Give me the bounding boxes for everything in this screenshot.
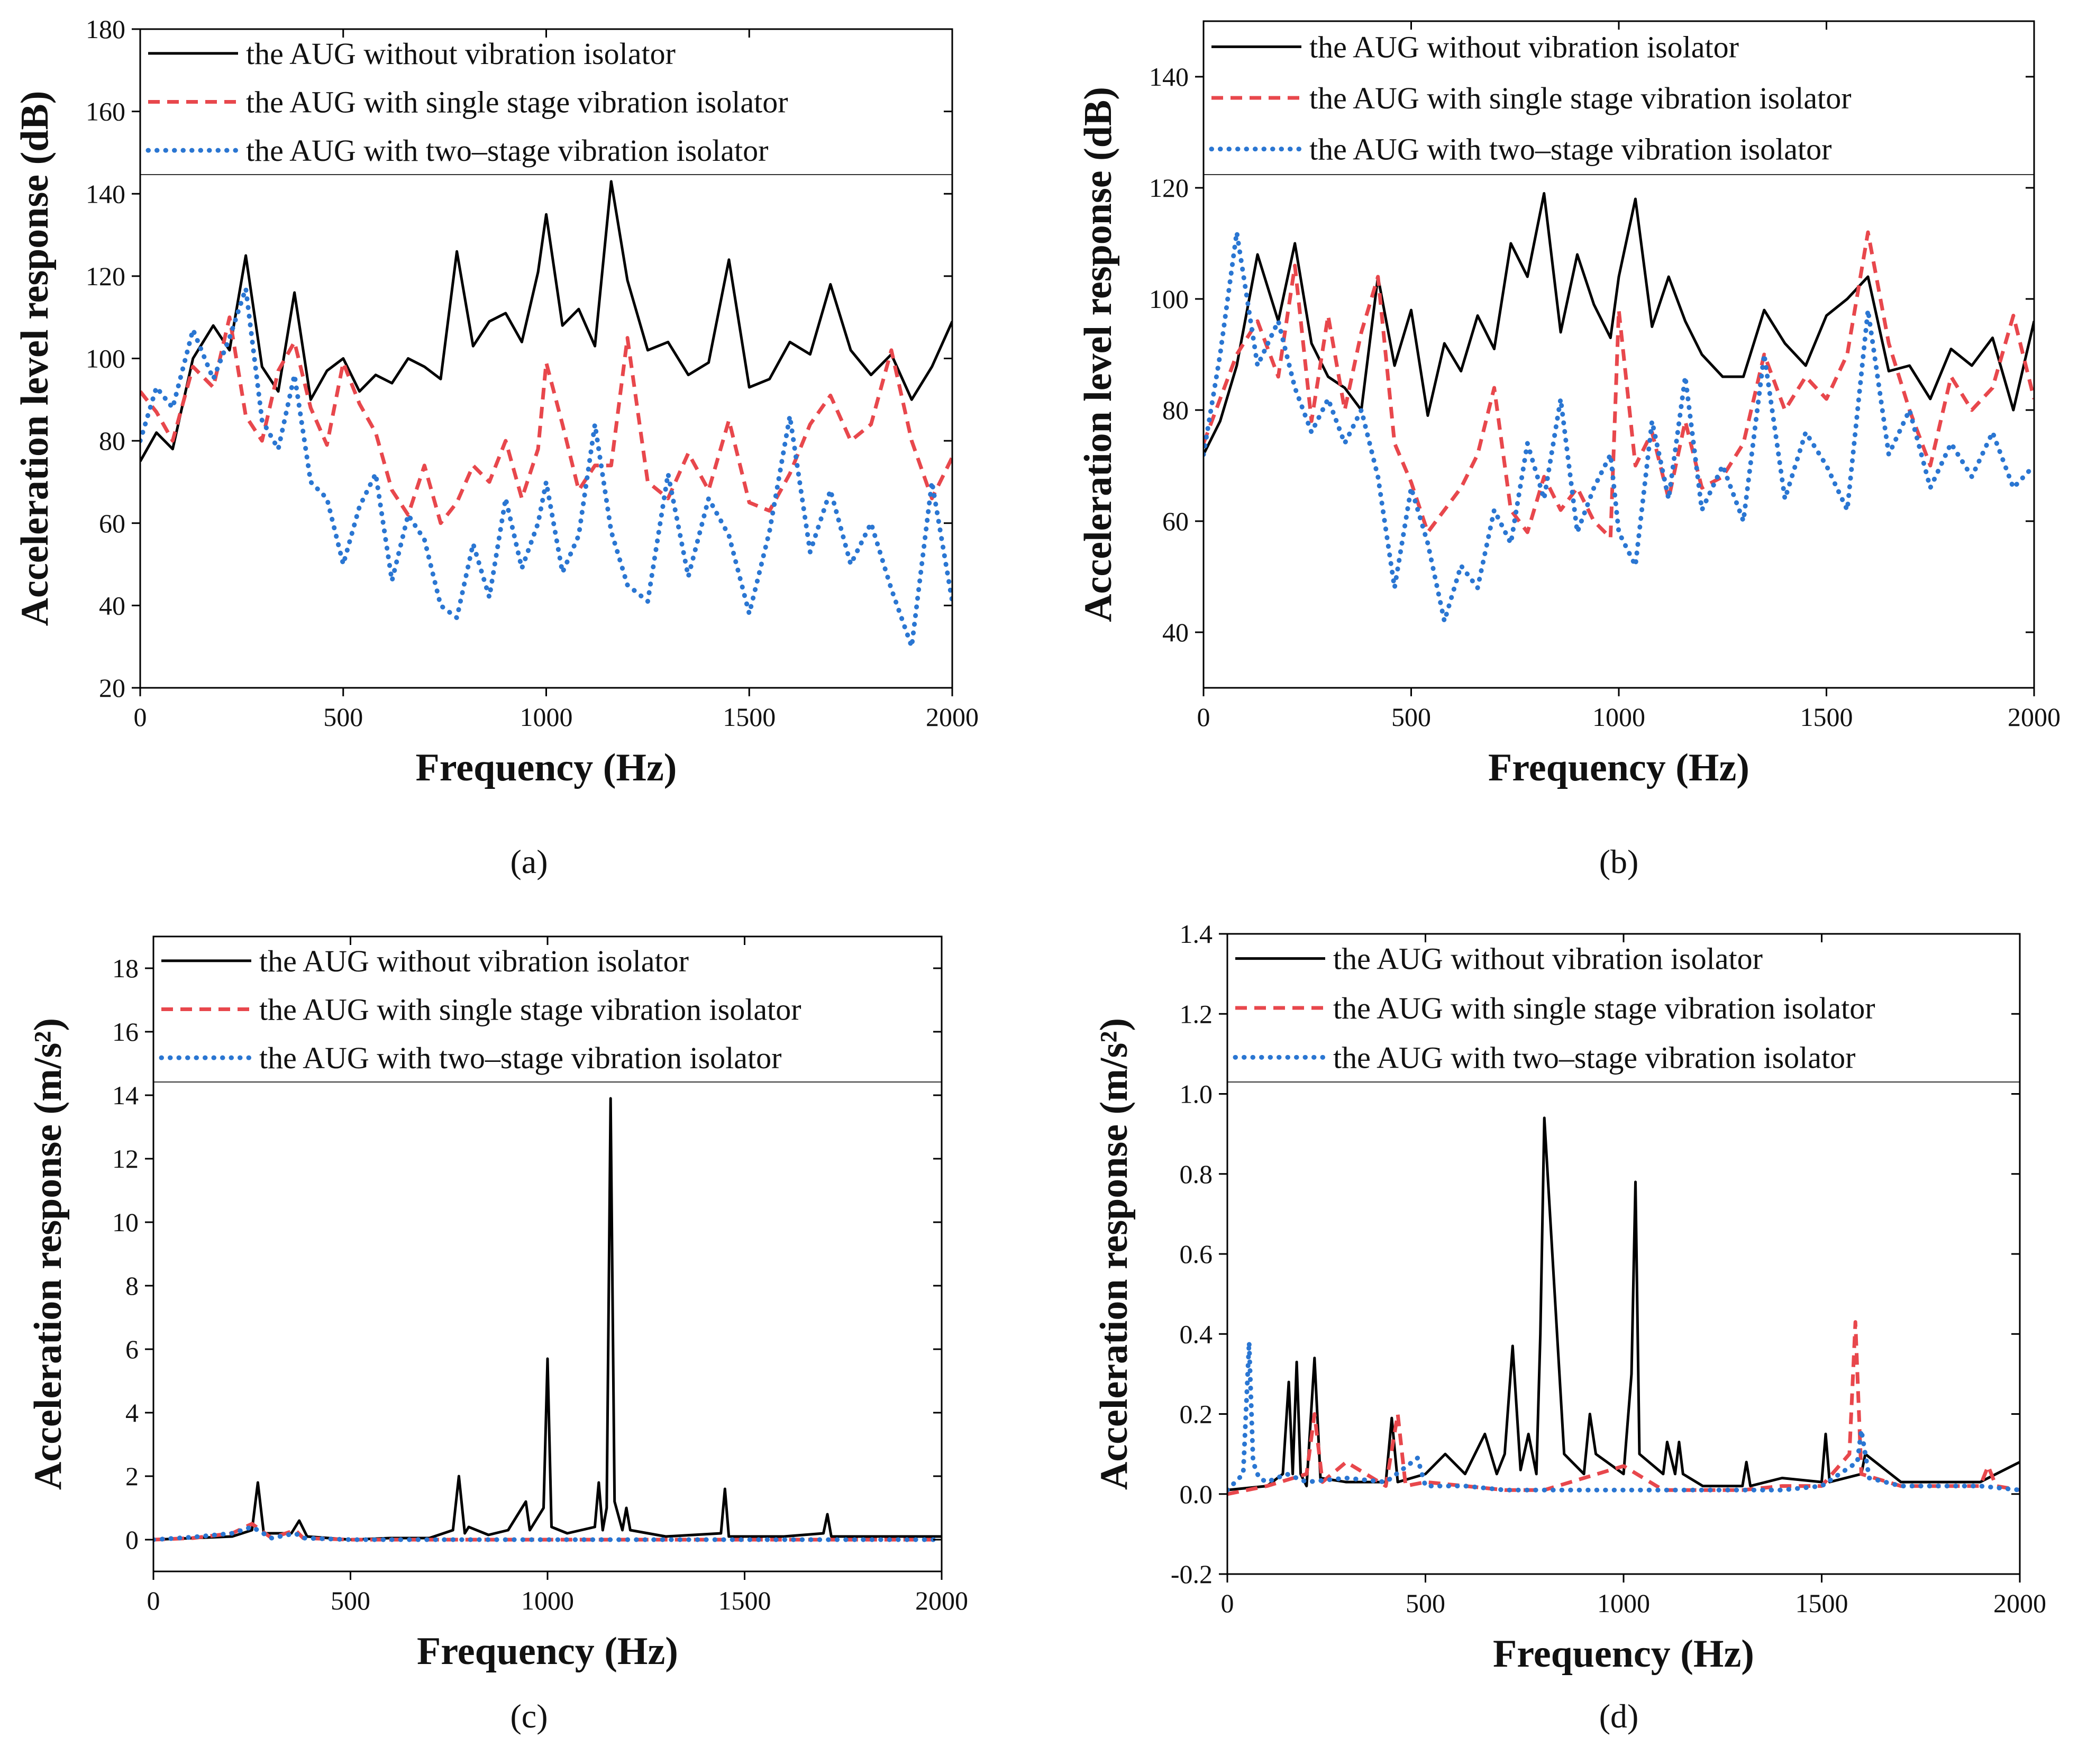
chart-panel-3: the AUG without vibration isolator the AU… [26,935,968,1735]
series-line-3 [153,1524,942,1542]
x-axis-title: Frequency (Hz) [1493,1632,1754,1676]
panel-label: (b) [1599,843,1639,880]
legend-label-3: the AUG with two–stage vibration isolato… [1309,132,1831,167]
y-tick-label: 10 [112,1207,139,1237]
panel-label: (a) [510,843,548,880]
x-tick-label: 1500 [723,702,776,732]
legend-label-3: the AUG with two–stage vibration isolato… [259,1041,781,1075]
legend-label-1: the AUG without vibration isolator [246,37,676,71]
y-tick-label: 6 [125,1334,139,1364]
x-tick-label: 1000 [521,1586,574,1615]
x-tick-label: 2000 [915,1586,968,1615]
y-tick-label: 40 [99,590,125,620]
y-tick-label: 180 [86,14,125,44]
series-line-2 [153,1522,942,1542]
x-tick-label: 2000 [926,702,979,732]
y-tick-label: 0.0 [1180,1479,1213,1509]
x-tick-label: 0 [1197,702,1210,732]
x-tick-label: 1500 [718,1586,771,1615]
y-tick-label: 16 [112,1017,139,1047]
series-line-1 [140,180,952,462]
y-axis-title: Acceleration level response (dB) [13,91,57,626]
y-tick-label: 140 [86,179,125,208]
series-line-3 [1204,230,2034,624]
y-tick-label: 60 [1162,506,1189,536]
y-tick-label: 0.4 [1180,1319,1213,1349]
y-axis-title: Acceleration response (m/s²) [1092,1018,1136,1490]
legend-box [1227,933,2020,1083]
y-tick-label: 100 [1149,284,1189,314]
y-tick-label: 80 [1162,395,1189,425]
y-tick-label: 40 [1162,617,1189,647]
y-tick-label: 14 [112,1080,139,1110]
series-line-1 [1227,1116,2020,1492]
x-axis-title: Frequency (Hz) [416,746,677,789]
x-axis-title: Frequency (Hz) [417,1630,678,1673]
series-line-3 [1227,1339,2020,1493]
legend-label-1: the AUG without vibration isolator [1309,30,1739,64]
x-tick-label: 500 [1391,702,1431,732]
legend-box [153,936,942,1083]
y-tick-label: 60 [99,508,125,538]
y-tick-label: 4 [125,1398,139,1427]
y-tick-label: 100 [86,344,125,374]
y-tick-label: 0.2 [1180,1399,1213,1429]
legend-label-2: the AUG with single stage vibration isol… [259,993,801,1027]
y-tick-label: 80 [99,426,125,456]
legend-label-1: the AUG without vibration isolator [259,944,689,978]
x-tick-label: 1000 [1597,1588,1650,1618]
y-tick-label: 0 [125,1525,139,1554]
legend-label-3: the AUG with two–stage vibration isolato… [246,133,768,168]
y-axis-title: Acceleration response (m/s²) [26,1018,70,1490]
series-line-3 [140,286,952,649]
y-axis-title: Acceleration level response (dB) [1077,87,1120,622]
x-tick-label: 0 [147,1586,160,1615]
chart-panel-2: the AUG without vibration isolator the AU… [1077,20,2061,880]
legend-box [1203,21,2035,175]
legend-label-2: the AUG with single stage vibration isol… [246,85,788,120]
legend-label-3: the AUG with two–stage vibration isolato… [1333,1040,1855,1075]
y-tick-label: 2 [125,1461,139,1491]
series-line-2 [1204,230,2034,540]
y-tick-label: 1.0 [1180,1079,1213,1109]
y-tick-label: 1.2 [1180,999,1213,1029]
x-tick-label: 2000 [2008,702,2061,732]
y-tick-label: 0.8 [1180,1159,1213,1189]
y-tick-label: 120 [1149,173,1189,203]
x-tick-label: 1500 [1800,702,1853,732]
panel-label: (c) [510,1697,548,1735]
x-tick-label: 1000 [520,702,573,732]
y-tick-label: 140 [1149,62,1189,92]
y-tick-label: 18 [112,953,139,983]
chart-panel-1: the AUG without vibration isolator the AU… [13,14,979,880]
x-tick-label: 500 [331,1586,370,1615]
chart-panel-4: the AUG without vibration isolator the AU… [1092,919,2046,1735]
x-tick-label: 2000 [1993,1588,2046,1618]
y-tick-label: 8 [125,1271,139,1301]
x-axis-title: Frequency (Hz) [1488,746,1749,789]
y-tick-label: 160 [86,97,125,126]
y-tick-label: 1.4 [1180,919,1213,949]
x-tick-label: 500 [323,702,363,732]
y-tick-label: 20 [99,673,125,703]
y-tick-label: -0.2 [1171,1559,1213,1589]
x-tick-label: 1500 [1796,1588,1848,1618]
series-line-1 [153,1097,942,1541]
y-tick-label: 120 [86,261,125,291]
y-tick-label: 12 [112,1144,139,1174]
x-tick-label: 1000 [1592,702,1645,732]
x-tick-label: 500 [1406,1588,1445,1618]
legend-label-1: the AUG without vibration isolator [1333,942,1763,976]
x-tick-label: 0 [134,702,147,732]
legend-label-2: the AUG with single stage vibration isol… [1333,991,1875,1025]
panel-label: (d) [1599,1697,1639,1735]
y-tick-label: 0.6 [1180,1239,1213,1269]
legend-label-2: the AUG with single stage vibration isol… [1309,81,1852,115]
x-tick-label: 0 [1221,1588,1234,1618]
